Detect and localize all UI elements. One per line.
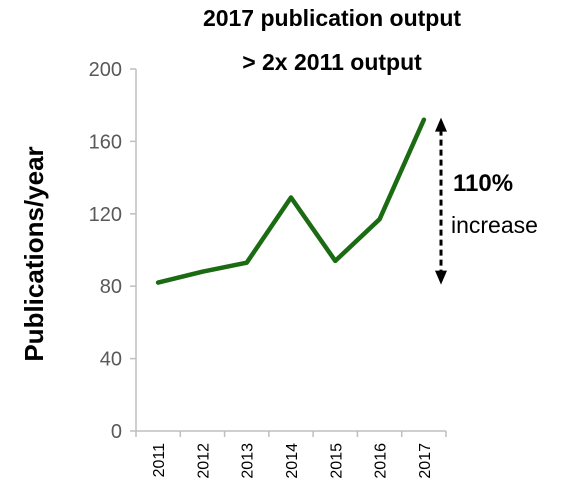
arrow-up-icon: [435, 117, 447, 132]
x-tick-label: 2013: [240, 443, 257, 479]
x-tick-label: 2017: [417, 443, 434, 479]
axes: [135, 69, 446, 432]
y-tick-label: 40: [100, 349, 122, 371]
x-tick-label: 2011: [151, 443, 168, 478]
x-tick-labels: 2011 2012 2013 2014 2015 2016 2017: [135, 431, 447, 479]
increase-annotation: 110% increase: [435, 117, 538, 285]
x-tick-label: 2015: [328, 443, 345, 479]
x-tick-label: 2012: [195, 443, 212, 479]
increase-text: increase: [451, 212, 538, 238]
x-tick-label: 2016: [373, 443, 390, 479]
y-tick-label: 200: [89, 59, 122, 81]
series-line: [155, 117, 427, 285]
y-axis-label: Publications/year: [19, 146, 49, 361]
arrow-down-icon: [435, 270, 447, 285]
y-tick-label: 80: [100, 276, 122, 298]
y-tick-label: 160: [89, 131, 122, 153]
y-tick-labels: 0 40 80 120 160 200: [89, 59, 136, 443]
y-tick-label: 120: [89, 204, 122, 226]
increase-percent: 110%: [453, 170, 513, 197]
y-tick-label: 0: [111, 421, 122, 443]
chart-title-line-1: 2017 publication output: [203, 5, 461, 31]
x-tick-label: 2014: [284, 443, 301, 479]
chart-title-line-2: > 2x 2011 output: [242, 49, 422, 75]
data-series: [155, 117, 427, 285]
